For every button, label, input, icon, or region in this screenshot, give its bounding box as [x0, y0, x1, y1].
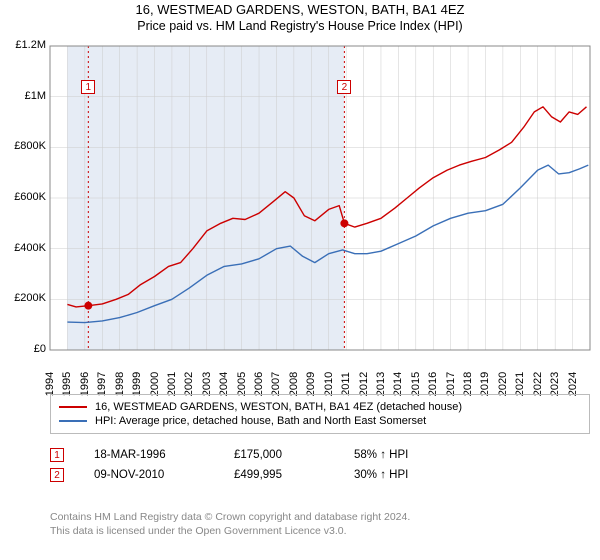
- x-tick-label: 1998: [114, 372, 126, 396]
- x-tick-label: 1997: [96, 372, 108, 396]
- x-tick-label: 2006: [253, 372, 265, 396]
- record-date: 18-MAR-1996: [94, 449, 204, 461]
- address-title: 16, WESTMEAD GARDENS, WESTON, BATH, BA1 …: [0, 2, 600, 17]
- x-tick-label: 2013: [375, 372, 387, 396]
- chart-area: £0£200K£400K£600K£800K£1M£1.2M1994199519…: [50, 46, 590, 350]
- legend-label: 16, WESTMEAD GARDENS, WESTON, BATH, BA1 …: [95, 401, 462, 413]
- x-tick-label: 2010: [323, 372, 335, 396]
- y-tick-label: £800K: [2, 140, 46, 152]
- x-tick-label: 1996: [79, 372, 91, 396]
- x-tick-label: 2007: [270, 372, 282, 396]
- x-tick-label: 2018: [462, 372, 474, 396]
- x-tick-label: 1995: [61, 372, 73, 396]
- x-tick-label: 2005: [236, 372, 248, 396]
- x-tick-label: 2008: [288, 372, 300, 396]
- chart-subtitle: Price paid vs. HM Land Registry's House …: [0, 19, 600, 33]
- record-row: 2 09-NOV-2010 £499,995 30% ↑ HPI: [50, 468, 590, 482]
- y-tick-label: £400K: [2, 242, 46, 254]
- x-tick-label: 2002: [183, 372, 195, 396]
- sale-marker-box: 2: [337, 80, 351, 94]
- x-tick-label: 2024: [567, 372, 579, 396]
- y-tick-label: £200K: [2, 292, 46, 304]
- x-tick-label: 2011: [340, 372, 352, 396]
- record-row: 1 18-MAR-1996 £175,000 58% ↑ HPI: [50, 448, 590, 462]
- y-tick-label: £600K: [2, 191, 46, 203]
- x-tick-label: 2004: [218, 372, 230, 396]
- y-tick-label: £0: [2, 343, 46, 355]
- x-tick-label: 2012: [358, 372, 370, 396]
- x-tick-label: 2000: [149, 372, 161, 396]
- x-tick-label: 2021: [514, 372, 526, 396]
- record-marker-box: 1: [50, 448, 64, 462]
- x-tick-label: 2014: [392, 372, 404, 396]
- x-tick-label: 2001: [166, 372, 178, 396]
- legend-row: HPI: Average price, detached house, Bath…: [59, 415, 581, 427]
- y-tick-label: £1.2M: [2, 39, 46, 51]
- record-price: £175,000: [234, 449, 324, 461]
- record-marker-box: 2: [50, 468, 64, 482]
- x-tick-label: 1999: [131, 372, 143, 396]
- record-delta: 30% ↑ HPI: [354, 469, 408, 481]
- x-tick-label: 2023: [549, 372, 561, 396]
- footer-line2: This data is licensed under the Open Gov…: [50, 524, 590, 538]
- footer-line1: Contains HM Land Registry data © Crown c…: [50, 510, 590, 524]
- legend-label: HPI: Average price, detached house, Bath…: [95, 415, 426, 427]
- legend-swatch: [59, 406, 87, 408]
- x-tick-label: 2022: [532, 372, 544, 396]
- x-tick-label: 2019: [479, 372, 491, 396]
- x-tick-label: 2009: [305, 372, 317, 396]
- x-tick-label: 2020: [497, 372, 509, 396]
- legend-box: 16, WESTMEAD GARDENS, WESTON, BATH, BA1 …: [50, 394, 590, 434]
- legend-row: 16, WESTMEAD GARDENS, WESTON, BATH, BA1 …: [59, 401, 581, 413]
- y-tick-label: £1M: [2, 90, 46, 102]
- sale-records: 1 18-MAR-1996 £175,000 58% ↑ HPI 2 09-NOV-201…: [50, 442, 590, 488]
- chart-overlay: £0£200K£400K£600K£800K£1M£1.2M1994199519…: [50, 46, 590, 350]
- x-tick-label: 2015: [410, 372, 422, 396]
- figure-wrap: 16, WESTMEAD GARDENS, WESTON, BATH, BA1 …: [0, 0, 600, 560]
- record-price: £499,995: [234, 469, 324, 481]
- sale-marker-box: 1: [81, 80, 95, 94]
- title-block: 16, WESTMEAD GARDENS, WESTON, BATH, BA1 …: [0, 0, 600, 33]
- record-delta: 58% ↑ HPI: [354, 449, 408, 461]
- x-tick-label: 2003: [201, 372, 213, 396]
- record-date: 09-NOV-2010: [94, 469, 204, 481]
- legend-swatch: [59, 420, 87, 422]
- x-tick-label: 1994: [44, 372, 56, 396]
- footer-attribution: Contains HM Land Registry data © Crown c…: [50, 510, 590, 538]
- x-tick-label: 2017: [445, 372, 457, 396]
- x-tick-label: 2016: [427, 372, 439, 396]
